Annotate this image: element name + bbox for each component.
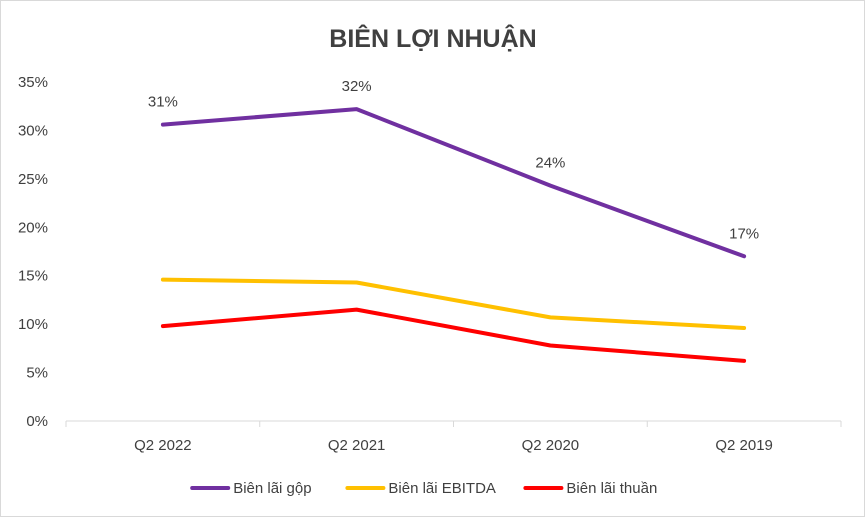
data-label: 31% — [148, 94, 178, 111]
legend-label: Biên lãi gộp — [233, 480, 311, 497]
y-tick-label: 30% — [18, 122, 48, 139]
legend-label: Biên lãi EBITDA — [388, 480, 496, 497]
x-tick-label: Q2 2022 — [134, 437, 192, 454]
legend: Biên lãi gộp Biên lãi EBITDA Biên lãi thuầ… — [190, 480, 657, 497]
series-group — [160, 107, 747, 363]
series-line-3 — [160, 307, 747, 363]
data-labels: 31% 32% 24% 17% — [148, 78, 759, 242]
x-tick-label: Q2 2021 — [328, 437, 386, 454]
data-label: 32% — [342, 78, 372, 95]
y-tick-label: 15% — [18, 268, 48, 285]
y-tick-label: 20% — [18, 219, 48, 236]
x-tick-label: Q2 2020 — [522, 437, 580, 454]
y-tick-label: 35% — [18, 74, 48, 91]
series-line-2 — [160, 277, 747, 330]
y-tick-label: 25% — [18, 171, 48, 188]
data-label: 24% — [535, 155, 565, 172]
x-axis: Q2 2022 Q2 2021 Q2 2020 Q2 2019 — [65, 420, 842, 454]
x-tick-label: Q2 2019 — [715, 437, 773, 454]
y-tick-label: 10% — [18, 316, 48, 333]
series-line-1 — [160, 107, 747, 259]
chart-title: BIÊN LỢI NHUẬN — [329, 23, 536, 53]
y-axis: 0% 5% 10% 15% 20% 25% 30% 35% — [18, 74, 48, 430]
legend-label: Biên lãi thuần — [566, 480, 657, 497]
data-label: 17% — [729, 225, 759, 242]
y-tick-label: 0% — [26, 413, 48, 430]
y-tick-label: 5% — [26, 365, 48, 382]
